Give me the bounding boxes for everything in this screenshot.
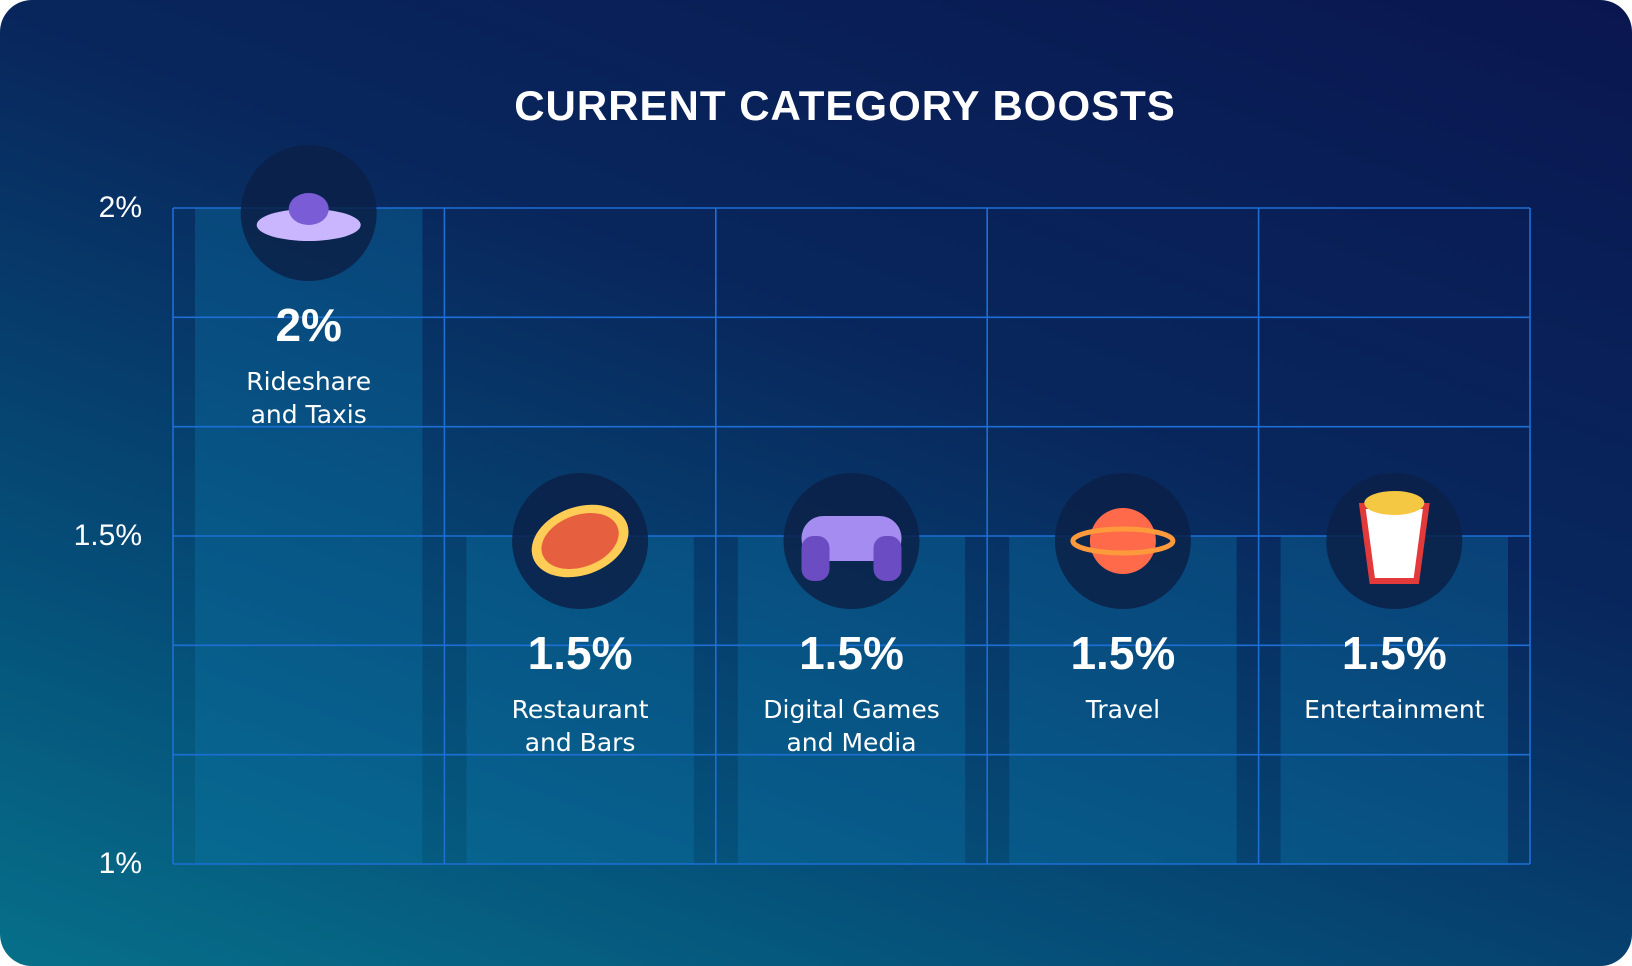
y-tick-label: 1%	[98, 847, 142, 880]
x-tick-label: Restaurant and Bars	[511, 695, 649, 757]
icon-shape	[801, 536, 830, 581]
value-label: 1.5%	[799, 627, 904, 679]
value-label: 1.5%	[1341, 627, 1447, 679]
icon-shape	[1089, 508, 1156, 574]
icon-shape	[1358, 503, 1430, 584]
x-tick-label: Entertainment	[1304, 695, 1485, 724]
icon-shape	[1364, 491, 1425, 515]
x-tick-label: Digital Games and Media	[763, 695, 940, 757]
value-label: 1.5%	[1070, 627, 1176, 679]
icon-shape	[541, 512, 619, 570]
value-label: 2%	[275, 299, 342, 351]
x-tick-label: Travel	[1085, 695, 1161, 724]
y-tick-label: 1.5%	[73, 519, 142, 552]
x-tick-label: Rideshare and Taxis	[246, 367, 372, 429]
icon-shape	[288, 193, 329, 225]
chart-title: CURRENT CATEGORY BOOSTS	[514, 82, 1176, 129]
icon-shape	[873, 536, 902, 581]
y-tick-label: 2%	[98, 191, 142, 224]
icon-shape	[1070, 526, 1176, 556]
value-label: 1.5%	[527, 627, 633, 679]
